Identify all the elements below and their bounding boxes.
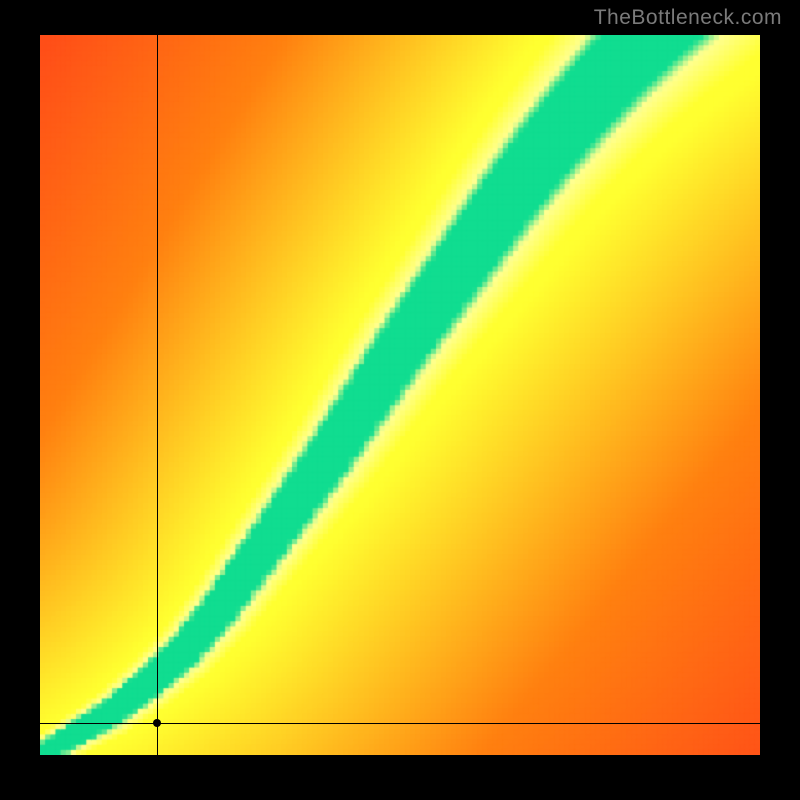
watermark-text: TheBottleneck.com bbox=[594, 6, 782, 30]
crosshair-marker bbox=[153, 719, 161, 727]
crosshair-vertical bbox=[157, 35, 158, 755]
crosshair-horizontal bbox=[40, 723, 760, 724]
heatmap-canvas bbox=[40, 35, 760, 755]
heatmap-chart bbox=[40, 35, 760, 755]
